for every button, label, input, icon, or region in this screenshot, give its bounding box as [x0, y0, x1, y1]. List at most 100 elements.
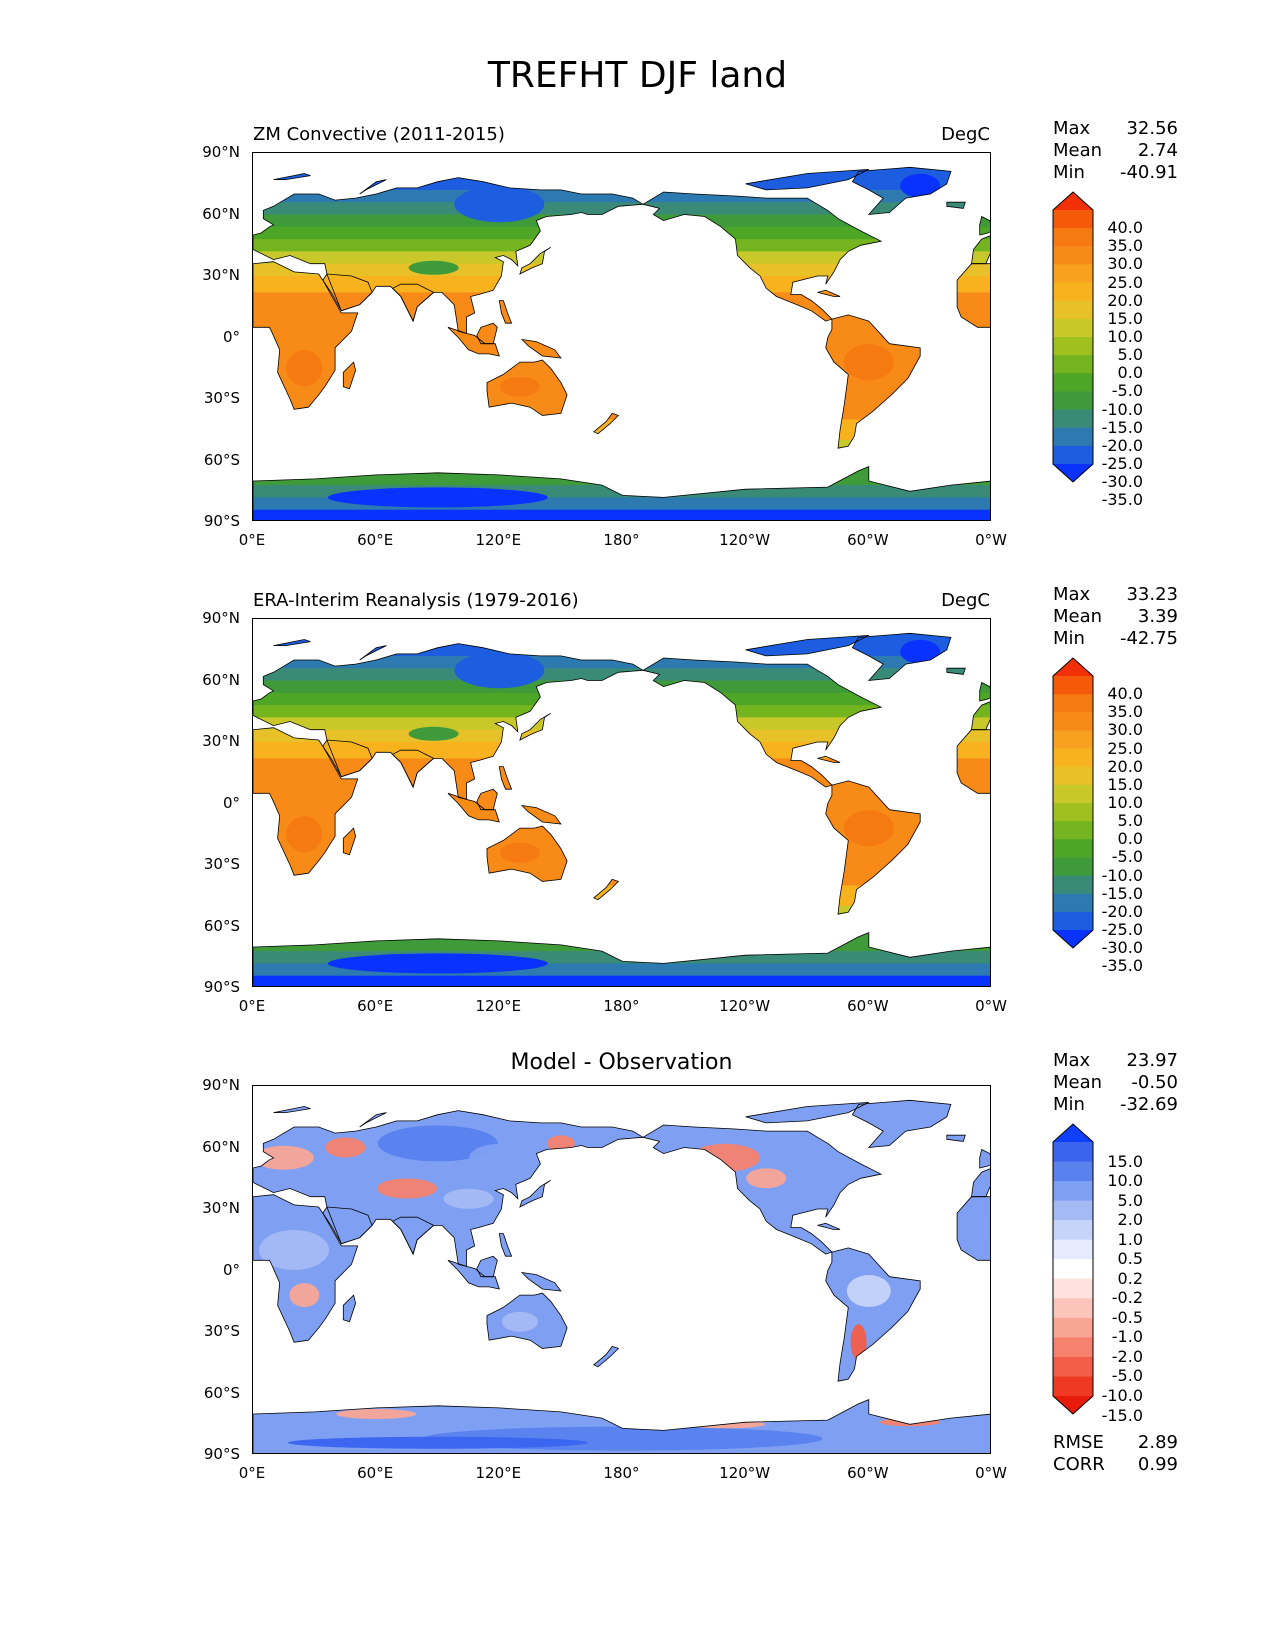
- map-graphic: [253, 632, 990, 986]
- colorbar-tick-label: -15.0: [1101, 883, 1143, 903]
- lon-tick-label: 120°E: [475, 997, 522, 1015]
- colorbar-tick-label: 5.0: [1117, 1190, 1143, 1210]
- lon-tick-label: 60°W: [847, 1464, 889, 1482]
- colorbar-tick-label: -25.0: [1101, 920, 1143, 939]
- colorbar-tick-label: -1.0: [1111, 1327, 1143, 1347]
- colorbar-tick-label: -5.0: [1111, 1366, 1143, 1386]
- lon-tick-label: 120°E: [475, 1464, 522, 1482]
- colorbar-graphic: [1052, 657, 1094, 949]
- lat-tick-label: 0°: [222, 1260, 240, 1279]
- lat-tick-label: 60°N: [202, 670, 240, 689]
- panel-center-title: Model - Observation: [510, 1050, 733, 1075]
- lat-tick-label: 60°S: [203, 1383, 240, 1402]
- colorbar-tick-label: 1.0: [1117, 1229, 1143, 1249]
- lat-tick-label: 30°N: [202, 732, 240, 750]
- stat-value: 2.89: [1137, 1432, 1178, 1453]
- lon-tick-label: 180°: [603, 1464, 640, 1482]
- lon-tick-label: 0°W: [975, 531, 1007, 549]
- colorbar-tick-label: -30.0: [1101, 472, 1143, 492]
- colorbar-tick-label: -35.0: [1101, 490, 1143, 510]
- colorbar-tick-label: 30.0: [1107, 720, 1143, 740]
- colorbar-tick-label: -0.5: [1111, 1307, 1143, 1327]
- colorbar-tick-label: 0.0: [1117, 363, 1143, 383]
- lat-tick-label: 90°S: [203, 1445, 240, 1463]
- map-observation: [252, 618, 991, 987]
- lon-tick-label: 120°W: [719, 531, 771, 549]
- colorbar-tick-label: -10.0: [1101, 865, 1143, 885]
- colorbar-tick-label: -20.0: [1101, 435, 1143, 455]
- colorbar-tick-label: -20.0: [1101, 901, 1143, 921]
- stat-label: Min: [1053, 628, 1085, 649]
- colorbar-tick-label: -15.0: [1101, 1405, 1143, 1425]
- stat-label: Min: [1053, 1094, 1085, 1115]
- colorbar-tick-label: 20.0: [1107, 756, 1143, 776]
- lat-tick-label: 90°N: [202, 143, 240, 161]
- map-graphic: [253, 1099, 990, 1453]
- lat-tick-label: 60°N: [202, 1137, 240, 1156]
- lat-tick-label: 60°S: [203, 916, 240, 935]
- lon-tick-label: 60°E: [357, 1464, 394, 1482]
- lon-tick-label: 0°E: [238, 1464, 266, 1482]
- colorbar-tick-label: 2.0: [1117, 1210, 1143, 1230]
- lon-tick-label: 180°: [603, 531, 640, 549]
- lon-tick-label: 0°W: [975, 1464, 1007, 1482]
- colorbar-tick-label: 15.0: [1107, 774, 1143, 794]
- panel-left-title: ZM Convective (2011-2015): [253, 124, 505, 145]
- panel-left-title: ERA-Interim Reanalysis (1979-2016): [253, 590, 579, 611]
- colorbar-tick-label: 0.2: [1117, 1268, 1143, 1288]
- stat-value: 33.23: [1126, 584, 1178, 605]
- colorbar-tick-label: -2.0: [1111, 1346, 1143, 1366]
- colorbar-tick-label: -5.0: [1111, 847, 1143, 867]
- stat-value: -40.91: [1119, 162, 1178, 183]
- lat-tick-label: 60°S: [203, 450, 240, 469]
- stat-value: 2.74: [1137, 140, 1178, 161]
- colorbar-tick-label: -10.0: [1101, 1386, 1143, 1405]
- figure-title: TREFHT DJF land: [487, 55, 788, 96]
- lat-tick-label: 30°S: [203, 389, 240, 407]
- panel-units: DegC: [941, 590, 990, 611]
- lat-tick-label: 30°S: [203, 855, 240, 873]
- lat-tick-label: 30°N: [202, 1199, 240, 1217]
- map-model: [252, 152, 991, 521]
- lat-tick-label: 0°: [222, 327, 240, 346]
- stat-label: Mean: [1053, 1072, 1103, 1093]
- lon-tick-label: 0°E: [238, 997, 266, 1015]
- stat-label: RMSE: [1053, 1432, 1104, 1453]
- lon-tick-label: 60°W: [847, 997, 889, 1015]
- colorbar-tick-label: -0.2: [1111, 1288, 1143, 1308]
- stat-label: Max: [1053, 584, 1091, 605]
- colorbar-tick-label: 15.0: [1107, 308, 1143, 328]
- stat-label: Min: [1053, 162, 1085, 183]
- stat-value: -32.69: [1119, 1094, 1178, 1115]
- colorbar-tick-label: 25.0: [1107, 738, 1143, 758]
- colorbar-tick-label: 40.0: [1107, 218, 1143, 238]
- stat-value: -0.50: [1131, 1072, 1178, 1093]
- stat-value: 23.97: [1126, 1050, 1178, 1071]
- stat-value: 3.39: [1137, 606, 1178, 627]
- stat-label: Mean: [1053, 140, 1103, 161]
- colorbar-tick-label: -5.0: [1111, 381, 1143, 401]
- colorbar-tick-label: 30.0: [1107, 254, 1143, 274]
- colorbar-graphic: [1052, 191, 1094, 483]
- lat-tick-label: 90°N: [202, 1076, 240, 1094]
- colorbar-tick-label: 5.0: [1117, 345, 1143, 365]
- stat-value: 0.99: [1137, 1454, 1178, 1475]
- map-graphic: [253, 166, 990, 520]
- lon-tick-label: 60°E: [357, 531, 394, 549]
- lon-tick-label: 180°: [603, 997, 640, 1015]
- lon-tick-label: 120°W: [719, 1464, 771, 1482]
- lon-tick-label: 120°E: [475, 531, 522, 549]
- lon-tick-label: 60°W: [847, 531, 889, 549]
- panel-units: DegC: [941, 124, 990, 145]
- colorbar-tick-label: 35.0: [1107, 236, 1143, 256]
- colorbar-tick-label: 25.0: [1107, 272, 1143, 292]
- colorbar-tick-label: 10.0: [1107, 793, 1143, 812]
- colorbar-tick-label: -10.0: [1101, 399, 1143, 419]
- lat-tick-label: 30°S: [203, 1322, 240, 1340]
- colorbar-tick-label: 20.0: [1107, 290, 1143, 310]
- lon-tick-label: 0°W: [975, 997, 1007, 1015]
- stat-label: Max: [1053, 118, 1091, 139]
- stat-value: -42.75: [1119, 628, 1178, 649]
- lat-tick-label: 60°N: [202, 204, 240, 223]
- colorbar-tick-label: -15.0: [1101, 417, 1143, 437]
